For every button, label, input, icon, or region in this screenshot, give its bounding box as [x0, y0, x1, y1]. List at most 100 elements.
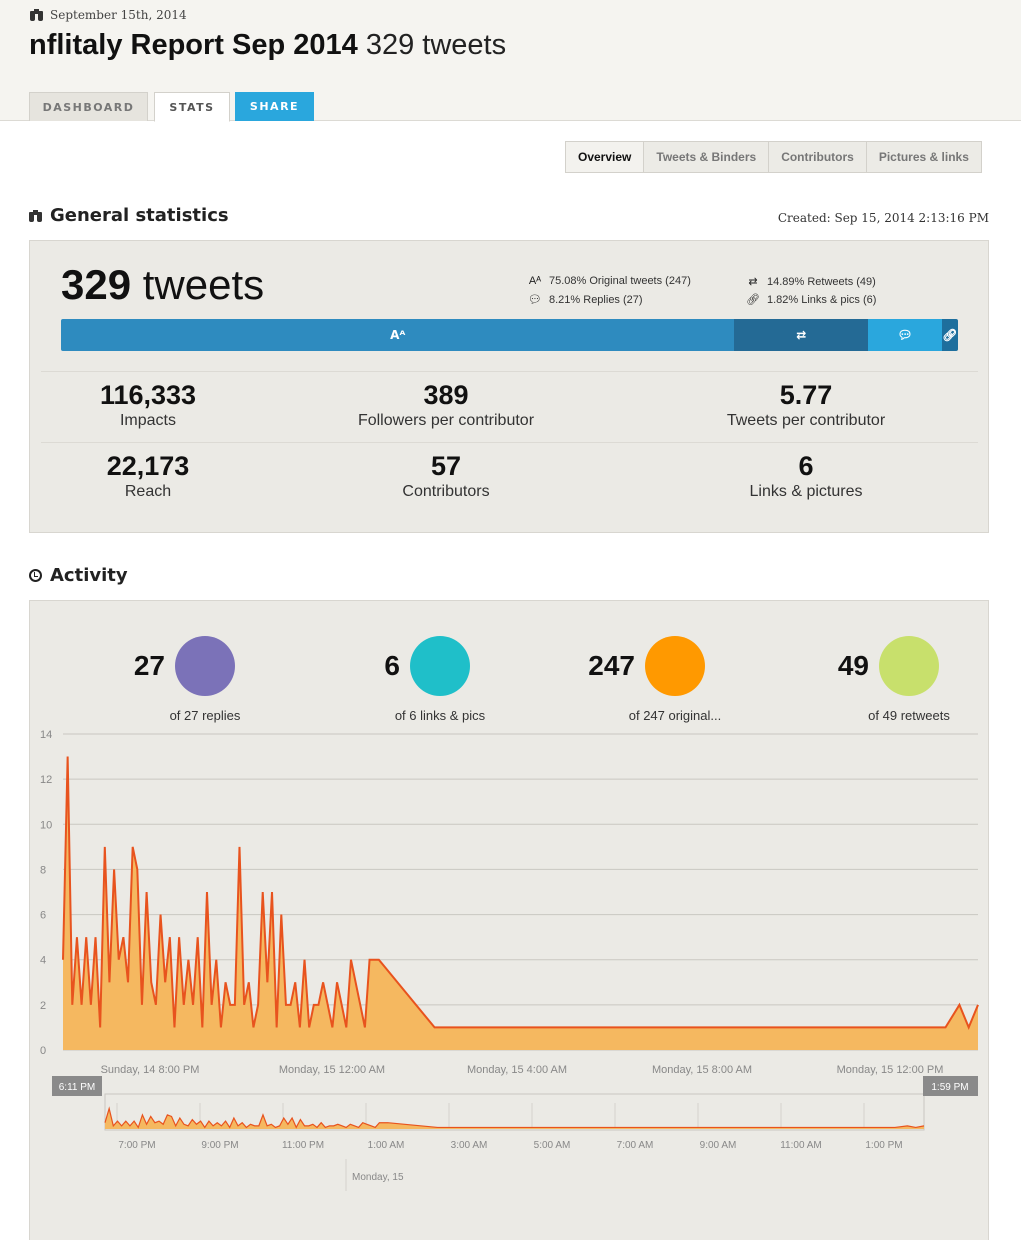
- legend-retweets: ⇄ 14.89% Retweets (49): [746, 275, 876, 289]
- kpi-value: 389: [423, 380, 469, 410]
- x-tick-label: Monday, 15 8:00 AM: [652, 1064, 752, 1076]
- date-text: September 15th, 2014: [50, 8, 187, 22]
- created-timestamp: Created: Sep 15, 2014 2:13:16 PM: [777, 211, 989, 225]
- binoculars-icon: [29, 209, 42, 222]
- tweets-total-number: 329: [61, 261, 132, 308]
- bar-segment-replies: 💬︎: [868, 319, 942, 351]
- stats-subnav: Overview Tweets & Binders Contributors P…: [565, 141, 982, 173]
- kpi-followers-per-contributor: 389 Followers per contributor: [321, 380, 571, 432]
- kpi-label: Contributors: [402, 483, 490, 500]
- x-tick-label: Monday, 15 4:00 AM: [467, 1064, 567, 1076]
- report-header: September 15th, 2014 nflitaly Report Sep…: [0, 0, 1021, 122]
- legend-links-text: 1.82% Links & pics (6): [767, 293, 877, 306]
- y-tick-label: 4: [40, 955, 46, 967]
- x-tick-label: Monday, 15 12:00 PM: [837, 1064, 944, 1076]
- kpi-label: Followers per contributor: [357, 412, 535, 429]
- legend-replies-text: 8.21% Replies (27): [549, 293, 643, 306]
- activity-chart[interactable]: 0 2 4 6 8 10 12 14 Sunday, 14 8:00 PM Monday, 15…: [30, 711, 988, 1240]
- title-bold: nflitaly Report Sep 2014: [29, 29, 358, 61]
- kpi-tweets-per-contributor: 5.77 Tweets per contributor: [696, 380, 916, 432]
- report-date: September 15th, 2014: [30, 8, 187, 22]
- category-label: of 27 replies: [169, 708, 241, 723]
- category-label: of 6 links & pics: [394, 708, 486, 723]
- activity-panel: 27 of 27 replies 6 of 6 links & pics 247…: [29, 600, 989, 1240]
- activity-heading: Activity: [29, 565, 128, 586]
- navigator-tick-label: 3:00 AM: [451, 1140, 488, 1151]
- clock-icon: [29, 569, 42, 582]
- navigator-area: [105, 1108, 924, 1129]
- subnav-overview[interactable]: Overview: [566, 142, 644, 172]
- y-tick-label: 12: [40, 774, 52, 786]
- subnav-contributors[interactable]: Contributors: [768, 142, 866, 172]
- kpi-label: Impacts: [119, 412, 176, 429]
- page-title: nflitaly Report Sep 2014 329 tweets: [29, 29, 506, 62]
- retweets-circle[interactable]: [879, 636, 939, 696]
- chart-areas: [62, 756, 979, 1050]
- title-count: 329 tweets: [365, 29, 507, 61]
- navigator-date-label: Monday, 15: [352, 1172, 404, 1183]
- tab-dashboard[interactable]: DASHBOARD: [29, 92, 148, 121]
- range-start-handle[interactable]: [52, 1076, 102, 1096]
- tab-share[interactable]: SHARE: [235, 92, 314, 121]
- kpi-label: Links & pictures: [749, 483, 863, 500]
- original-circle[interactable]: [645, 636, 705, 696]
- kpi-value: 116,333: [99, 380, 197, 410]
- range-end-handle[interactable]: [923, 1076, 978, 1096]
- kpi-label: Reach: [124, 483, 172, 500]
- kpi-value: 22,173: [106, 451, 190, 481]
- kpi-contributors: 57 Contributors: [321, 451, 571, 503]
- y-tick-label: 14: [40, 729, 52, 741]
- subnav-pictures-links[interactable]: Pictures & links: [865, 142, 981, 172]
- kpi-impacts: 116,333 Impacts: [73, 380, 223, 432]
- general-heading-text: General statistics: [50, 205, 229, 226]
- category-count: 49: [837, 650, 869, 681]
- legend-original-text: 75.08% Original tweets (247): [549, 275, 691, 287]
- legend-retweets-text: 14.89% Retweets (49): [767, 275, 876, 288]
- binoculars-icon: [30, 9, 43, 21]
- kpi-row-2: 22,173 Reach 57 Contributors 6 Links & p…: [41, 442, 978, 513]
- bar-segment-original: Aᴬ: [61, 319, 735, 351]
- legend-replies: 💬︎ 8.21% Replies (27): [528, 293, 643, 307]
- tweets-line: [62, 756, 979, 1031]
- original-area: [63, 756, 978, 1050]
- navigator-line: [104, 1106, 925, 1129]
- range-end-label: 1:59 PM: [931, 1082, 968, 1093]
- general-stats-panel: 329 tweets Aᴬ 75.08% Original tweets (24…: [29, 240, 989, 533]
- kpi-value: 6: [798, 451, 814, 481]
- category-label: of 247 original...: [628, 708, 722, 723]
- legend-links: 🔗︎ 1.82% Links & pics (6): [746, 293, 877, 307]
- kpi-label: Tweets per contributor: [726, 412, 886, 429]
- tweets-total: 329 tweets: [61, 261, 264, 309]
- navigator-tick-label: 7:00 PM: [118, 1140, 155, 1151]
- speech-bubble-icon: 💬︎: [528, 294, 542, 306]
- navigator-tick-label: 1:00 PM: [865, 1140, 902, 1151]
- category-count: 27: [133, 650, 165, 681]
- legend-original: Aᴬ 75.08% Original tweets (247): [528, 275, 691, 287]
- kpi-row-1: 116,333 Impacts 389 Followers per contri…: [41, 371, 978, 442]
- time-navigator: 7:00 PM 9:00 PM 11:00 PM 1:00 AM 3:00 AM 5:00…: [52, 1076, 978, 1191]
- navigator-tick-label: 5:00 AM: [534, 1140, 571, 1151]
- links-circle[interactable]: [410, 636, 470, 696]
- x-axis: Sunday, 14 8:00 PM Monday, 15 12:00 AM Mon…: [101, 1064, 944, 1076]
- kpi-links-pictures: 6 Links & pictures: [696, 451, 916, 503]
- y-axis: 0 2 4 6 8 10 12 14: [40, 729, 52, 1057]
- replies-circle[interactable]: [175, 636, 235, 696]
- activity-heading-text: Activity: [50, 565, 128, 586]
- navigator-tick-label: 1:00 AM: [368, 1140, 405, 1151]
- bar-segment-retweets: ⇄: [734, 319, 869, 351]
- font-icon: Aᴬ: [528, 275, 542, 287]
- x-tick-label: Monday, 15 12:00 AM: [279, 1064, 385, 1076]
- category-count: 6: [384, 650, 400, 681]
- category-label: of 49 retweets: [868, 708, 950, 723]
- y-tick-label: 8: [40, 864, 46, 876]
- y-tick-label: 10: [40, 819, 52, 831]
- y-tick-label: 2: [40, 1000, 46, 1012]
- subnav-tweets-binders[interactable]: Tweets & Binders: [643, 142, 768, 172]
- navigator-tick-label: 7:00 AM: [617, 1140, 654, 1151]
- x-tick-label: Sunday, 14 8:00 PM: [101, 1064, 200, 1076]
- kpi-value: 5.77: [779, 380, 833, 410]
- category-count: 247: [588, 650, 635, 681]
- retweet-icon: ⇄: [748, 276, 758, 288]
- tab-stats[interactable]: STATS: [154, 92, 230, 122]
- tweet-type-bar: Aᴬ ⇄ 💬︎ 🔗︎: [61, 319, 958, 351]
